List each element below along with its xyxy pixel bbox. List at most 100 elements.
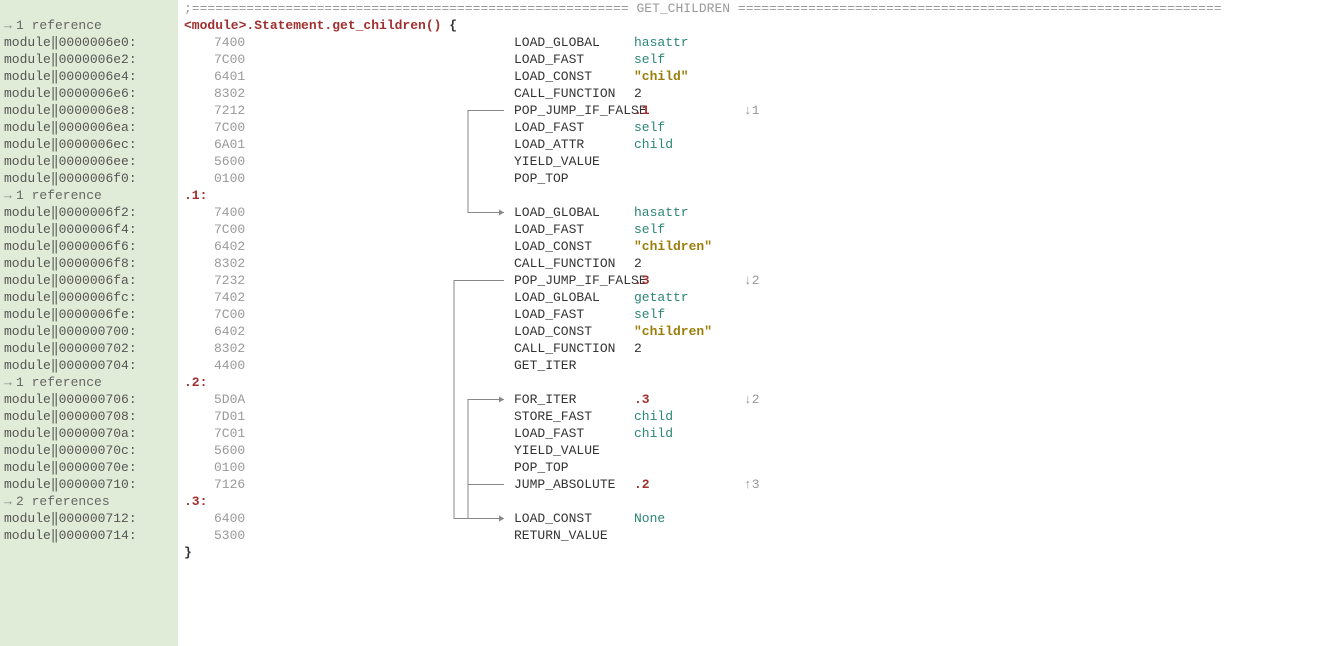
address-text[interactable]: module‖0000006e8: (4, 103, 137, 118)
operand[interactable]: hasattr (634, 204, 689, 221)
code-line[interactable]: .1: (184, 187, 1324, 204)
code-label[interactable]: .3: (184, 494, 207, 509)
opcode[interactable]: LOAD_GLOBAL (514, 289, 600, 306)
code-line[interactable]: 7C00LOAD_FASTself (184, 51, 1324, 68)
operand[interactable]: child (634, 408, 673, 425)
address-text[interactable]: module‖000000706: (4, 392, 137, 407)
address-text[interactable]: module‖000000702: (4, 341, 137, 356)
operand[interactable]: getattr (634, 289, 689, 306)
address-text[interactable]: module‖00000070c: (4, 443, 137, 458)
opcode[interactable]: LOAD_FAST (514, 51, 584, 68)
operand[interactable]: child (634, 136, 673, 153)
code-line[interactable]: 6402LOAD_CONST"children" (184, 323, 1324, 340)
opcode[interactable]: RETURN_VALUE (514, 527, 608, 544)
opcode[interactable]: POP_TOP (514, 170, 569, 187)
address-text[interactable]: module‖0000006f8: (4, 256, 137, 271)
opcode[interactable]: LOAD_ATTR (514, 136, 584, 153)
opcode[interactable]: POP_JUMP_IF_FALSE (514, 102, 647, 119)
address-text[interactable]: module‖000000710: (4, 477, 137, 492)
code-line[interactable]: 7D01STORE_FASTchild (184, 408, 1324, 425)
address-text[interactable]: module‖0000006e4: (4, 69, 137, 84)
opcode[interactable]: LOAD_FAST (514, 425, 584, 442)
code-line[interactable]: 4400GET_ITER (184, 357, 1324, 374)
code-line[interactable]: 5600YIELD_VALUE (184, 442, 1324, 459)
opcode[interactable]: YIELD_VALUE (514, 153, 600, 170)
code-line[interactable]: .3: (184, 493, 1324, 510)
address-text[interactable]: module‖000000708: (4, 409, 137, 424)
code-line[interactable]: 7400LOAD_GLOBALhasattr (184, 34, 1324, 51)
operand[interactable]: .2 (634, 476, 650, 493)
code-line[interactable]: 7C00LOAD_FASTself (184, 221, 1324, 238)
address-text[interactable]: module‖0000006e0: (4, 35, 137, 50)
address-text[interactable]: module‖000000714: (4, 528, 137, 543)
code-line[interactable]: 7232POP_JUMP_IF_FALSE.3↓2 (184, 272, 1324, 289)
opcode[interactable]: CALL_FUNCTION (514, 340, 615, 357)
opcode[interactable]: LOAD_CONST (514, 510, 592, 527)
operand[interactable]: 2 (634, 340, 642, 357)
code-line[interactable]: 5600YIELD_VALUE (184, 153, 1324, 170)
operand[interactable]: .1 (634, 102, 650, 119)
code-line[interactable]: 6400LOAD_CONSTNone (184, 510, 1324, 527)
address-text[interactable]: module‖0000006e2: (4, 52, 137, 67)
address-text[interactable]: module‖0000006f2: (4, 205, 137, 220)
address-text[interactable]: module‖000000700: (4, 324, 137, 339)
code-label[interactable]: .2: (184, 375, 207, 390)
opcode[interactable]: YIELD_VALUE (514, 442, 600, 459)
code-line[interactable]: 7212POP_JUMP_IF_FALSE.1↓1 (184, 102, 1324, 119)
address-text[interactable]: module‖0000006fe: (4, 307, 137, 322)
operand[interactable]: None (634, 510, 665, 527)
opcode[interactable]: POP_TOP (514, 459, 569, 476)
code-line[interactable]: <module>.Statement.get_children() { (184, 17, 1324, 34)
code-line[interactable]: 5D0AFOR_ITER.3↓2 (184, 391, 1324, 408)
code-line[interactable]: 7126JUMP_ABSOLUTE.2↑3 (184, 476, 1324, 493)
address-text[interactable]: module‖000000704: (4, 358, 137, 373)
operand[interactable]: self (634, 51, 665, 68)
opcode[interactable]: LOAD_CONST (514, 68, 592, 85)
opcode[interactable]: LOAD_CONST (514, 323, 592, 340)
code-line[interactable]: 8302CALL_FUNCTION2 (184, 85, 1324, 102)
operand[interactable]: 2 (634, 85, 642, 102)
code-line[interactable]: 7C00LOAD_FASTself (184, 119, 1324, 136)
address-text[interactable]: module‖0000006ec: (4, 137, 137, 152)
opcode[interactable]: CALL_FUNCTION (514, 85, 615, 102)
opcode[interactable]: LOAD_FAST (514, 119, 584, 136)
opcode[interactable]: LOAD_CONST (514, 238, 592, 255)
code-line[interactable]: .2: (184, 374, 1324, 391)
operand[interactable]: self (634, 221, 665, 238)
address-text[interactable]: module‖00000070a: (4, 426, 137, 441)
code-line[interactable]: 6402LOAD_CONST"children" (184, 238, 1324, 255)
operand[interactable]: "children" (634, 238, 712, 255)
operand[interactable]: hasattr (634, 34, 689, 51)
code-line[interactable]: 8302CALL_FUNCTION2 (184, 255, 1324, 272)
opcode[interactable]: LOAD_FAST (514, 306, 584, 323)
code-line[interactable]: 0100POP_TOP (184, 459, 1324, 476)
code-line[interactable]: 5300RETURN_VALUE (184, 527, 1324, 544)
operand[interactable]: child (634, 425, 673, 442)
address-text[interactable]: module‖0000006fc: (4, 290, 137, 305)
code-line[interactable]: } (184, 544, 1324, 561)
code-label[interactable]: .1: (184, 188, 207, 203)
address-text[interactable]: module‖0000006f6: (4, 239, 137, 254)
code-line[interactable]: 6401LOAD_CONST"child" (184, 68, 1324, 85)
opcode[interactable]: LOAD_GLOBAL (514, 34, 600, 51)
address-text[interactable]: module‖0000006fa: (4, 273, 137, 288)
opcode[interactable]: CALL_FUNCTION (514, 255, 615, 272)
address-text[interactable]: module‖0000006f4: (4, 222, 137, 237)
code-line[interactable]: 7400LOAD_GLOBALhasattr (184, 204, 1324, 221)
address-text[interactable]: module‖0000006f0: (4, 171, 137, 186)
address-text[interactable]: module‖0000006ee: (4, 154, 137, 169)
opcode[interactable]: STORE_FAST (514, 408, 592, 425)
operand[interactable]: self (634, 306, 665, 323)
code-line[interactable]: 6A01LOAD_ATTRchild (184, 136, 1324, 153)
opcode[interactable]: POP_JUMP_IF_FALSE (514, 272, 647, 289)
code-line[interactable]: ;=======================================… (184, 0, 1324, 17)
operand[interactable]: .3 (634, 272, 650, 289)
operand[interactable]: 2 (634, 255, 642, 272)
operand[interactable]: .3 (634, 391, 650, 408)
code-line[interactable]: 7402LOAD_GLOBALgetattr (184, 289, 1324, 306)
opcode[interactable]: LOAD_FAST (514, 221, 584, 238)
opcode[interactable]: JUMP_ABSOLUTE (514, 476, 615, 493)
code-line[interactable]: 8302CALL_FUNCTION2 (184, 340, 1324, 357)
address-text[interactable]: module‖00000070e: (4, 460, 137, 475)
operand[interactable]: "children" (634, 323, 712, 340)
